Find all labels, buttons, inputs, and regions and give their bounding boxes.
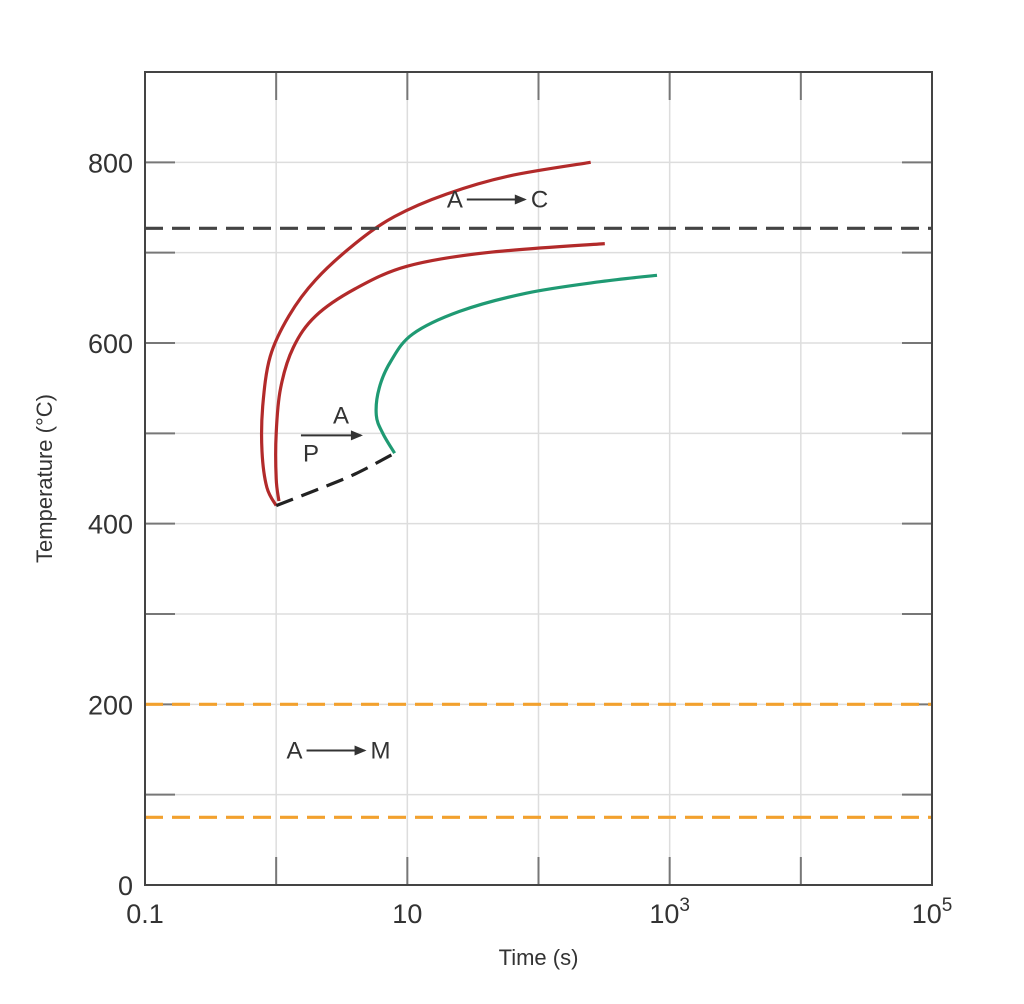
series-line-3 <box>374 273 658 455</box>
y-axis-label: Temperature (°C) <box>32 394 57 563</box>
x-tick-exponent: 3 <box>679 895 690 916</box>
annotation-from-label: A <box>287 738 303 765</box>
y-tick-label: 200 <box>88 690 133 720</box>
plot-frame <box>144 71 933 886</box>
y-tick-label: 600 <box>88 329 133 359</box>
y-tick-label: 400 <box>88 510 133 540</box>
y-tick-label: 800 <box>88 148 133 178</box>
x-axis-label: Time (s) <box>499 945 579 970</box>
series-layer <box>145 160 932 819</box>
y-tick-label: 0 <box>118 871 133 901</box>
tick-labels: 0 200 400 600 800 0.1 10 103 105 <box>88 148 952 929</box>
annotation-arrowhead <box>514 194 527 205</box>
series-line-1 <box>259 160 591 507</box>
annotation-from-label: A <box>333 402 349 429</box>
annotation-to-label: M <box>371 738 391 765</box>
annotation-to-label: C <box>531 187 548 214</box>
x-tick-label: 103 <box>649 895 690 929</box>
x-tick-label: 0.1 <box>126 899 164 929</box>
x-tick-label: 105 <box>912 895 953 929</box>
annotation-a-to-p: AP <box>300 402 363 467</box>
x-tick-exponent: 5 <box>942 895 953 916</box>
series-line-4 <box>275 451 396 508</box>
annotation-arrowhead <box>350 430 363 441</box>
x-tick-label: 10 <box>392 899 422 929</box>
series-line-2 <box>274 242 605 502</box>
annotation-arrowhead <box>354 745 367 756</box>
annotation-from-label: A <box>447 187 463 214</box>
annotation-to-label: P <box>303 440 319 467</box>
